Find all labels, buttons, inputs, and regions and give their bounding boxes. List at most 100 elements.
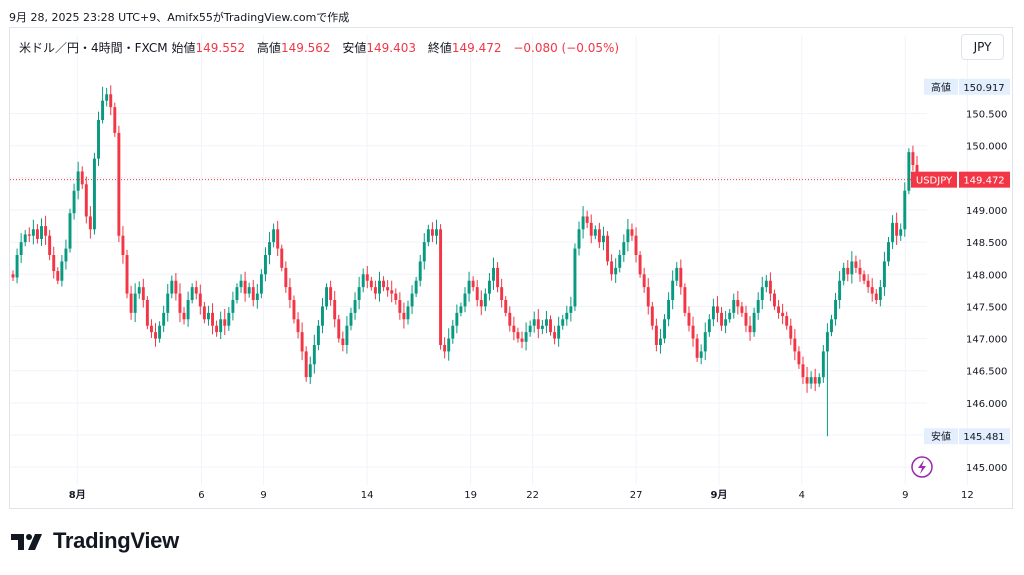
candle-body [422,242,426,262]
candle-body [781,312,785,317]
candle-body [35,229,39,239]
candle-body [777,306,781,313]
candle-body [158,325,162,339]
candle-body [467,280,471,294]
candle-body [512,325,516,333]
candle-body [711,306,715,320]
symbol-label[interactable]: 米ドル／円・4時間・FXCM [19,41,168,55]
candle-body [487,280,491,294]
candle-body [455,312,459,326]
candle-body [471,280,475,288]
candle-body [125,255,129,294]
last-tag-value-bg [959,171,1010,188]
candle-body [211,312,214,326]
last-tag-symbol: USDJPY [916,176,953,187]
candle-body [536,319,540,329]
open-label: 始値 [171,41,196,55]
candle-body [764,280,768,288]
candle-body [683,287,687,313]
y-tick-label: 150.000 [966,142,1007,153]
candle-body [194,287,198,294]
x-tick-label: 9月 [710,489,727,501]
candle-body [410,293,414,307]
candle-body [915,165,919,178]
candle-body [178,293,182,313]
published-info: 9月 28, 2025 23:28 UTC+9、Amifx55がTradingV… [9,11,350,24]
candle-body [650,306,654,326]
low-tag-label-bg [924,428,958,445]
candle-body [365,274,369,281]
candle-body [866,280,870,288]
last-tag-symbol-bg [911,171,957,188]
candle-body [247,287,251,294]
candle-body [56,271,60,281]
y-tick-label: 145.000 [966,463,1007,474]
candle-body [549,319,552,333]
candle-body [520,338,524,342]
candle-body [911,152,915,165]
tradingview-logo[interactable]: TradingView [11,528,179,554]
candle-body [239,280,243,288]
candle-body [361,274,365,288]
candle-body [589,222,593,236]
candle-body [601,235,605,243]
tradingview-logo-text: TradingView [53,528,179,553]
candle-body [186,300,190,320]
candle-body [284,267,288,288]
y-tick-label: 147.000 [966,335,1007,346]
candle-body [170,280,174,294]
candle-body [846,267,850,275]
y-tick-label: 150.500 [966,110,1007,121]
candle-body [785,316,789,326]
candle-body [801,364,805,378]
candle-body [716,306,719,313]
lightning-marker-icon[interactable] [911,456,933,478]
candle-body [60,261,64,281]
candle-body [202,306,206,320]
candle-body [31,229,35,236]
candle-body [728,312,732,320]
x-tick-label: 4 [799,490,805,501]
candle-body [614,267,618,275]
candle-body [101,100,105,120]
high-tag-value-bg [959,78,1010,95]
candle-body [573,248,577,307]
candle-body [569,306,573,313]
candle-body [345,325,349,345]
x-tick-label: 27 [630,490,643,501]
candle-body [540,325,544,329]
candle-body [390,290,394,294]
change-value: −0.080 (−0.05%) [513,41,620,55]
candle-body [48,235,52,255]
candle-body [744,312,748,326]
candle-body [874,293,878,300]
candle-body [597,229,601,243]
candle-body [577,229,581,249]
candle-body [435,229,438,236]
candle-body [353,300,357,313]
currency-button[interactable]: JPY [961,34,1004,60]
candle-body [15,255,19,278]
candle-body [288,287,292,300]
candle-body [19,242,23,255]
candle-body [52,255,56,272]
candle-body [76,171,80,191]
candle-body [687,312,691,326]
candle-body [300,332,304,352]
candle-body [121,235,125,255]
candle-body [483,293,487,307]
candle-body [40,226,43,239]
candle-body [113,107,117,133]
candle-body [129,293,133,313]
candle-body [105,94,109,101]
candle-body [11,274,15,278]
candle-body [406,306,410,320]
candle-body [162,312,166,326]
candle-body [414,280,418,294]
candle-body [622,242,626,255]
high-tag-label: 高値 [931,81,951,94]
candle-body [398,300,402,313]
candle-body [561,319,565,326]
candle-body [451,325,455,339]
